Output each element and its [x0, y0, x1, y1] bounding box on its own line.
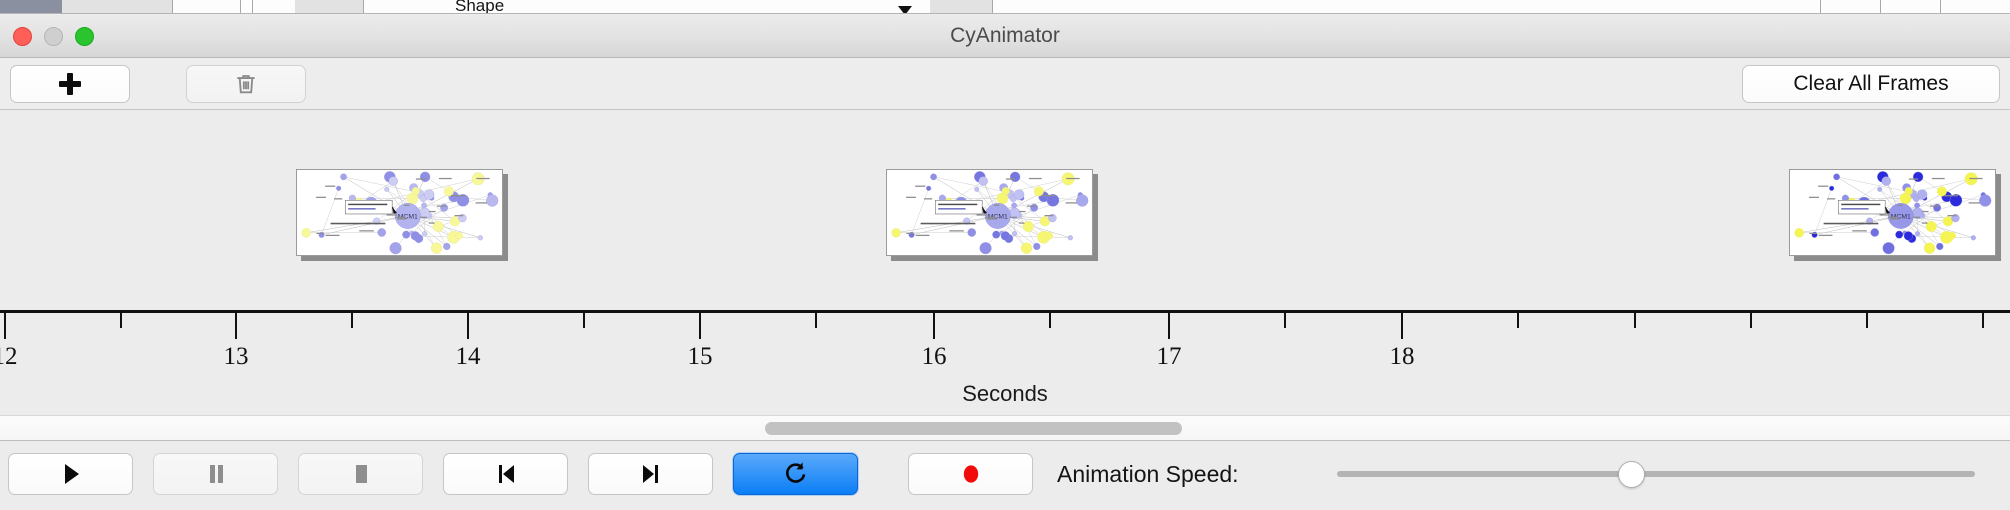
background-window-divider	[240, 0, 241, 13]
hub-node-label: MCM1	[398, 213, 418, 220]
ruler-tick-label: 17	[1156, 343, 1182, 370]
hub-node-label: MCM1	[988, 213, 1008, 220]
playback-controls: Animation Speed:	[0, 442, 2010, 510]
ruler-tick-minor	[1517, 313, 1519, 328]
ruler-tick-minor	[583, 313, 585, 328]
background-window-sidebar	[0, 0, 62, 13]
background-window-caret-icon	[898, 6, 912, 13]
ruler-tick-label: 12	[0, 343, 18, 370]
ruler-tick-minor	[1750, 313, 1752, 328]
ruler-tick-major	[699, 313, 701, 339]
loop-button[interactable]	[733, 453, 858, 495]
ruler-tick-label: 14	[455, 343, 481, 370]
loop-icon	[785, 462, 805, 483]
play-button[interactable]	[8, 453, 133, 495]
background-window-divider	[992, 0, 993, 13]
ruler-tick-major	[1401, 313, 1403, 339]
timeline-frame[interactable]: MCM1	[296, 169, 508, 261]
animation-speed-slider-track	[1337, 471, 1975, 477]
add-frame-button[interactable]	[10, 65, 130, 103]
frame-thumbnail[interactable]: MCM1	[1789, 169, 1996, 256]
traffic-lights	[13, 27, 94, 46]
ruler-tick-minor	[1634, 313, 1636, 328]
background-window-divider	[1820, 0, 1821, 13]
animation-speed-label: Animation Speed:	[1057, 461, 1239, 487]
next-frame-button[interactable]	[588, 453, 713, 495]
hub-node-label: MCM1	[1891, 213, 1911, 220]
timeline-scrollbar[interactable]	[0, 415, 2010, 441]
background-window-strip: Shape	[0, 0, 2010, 14]
ruler-tick-major	[4, 313, 6, 339]
animation-speed-slider-knob[interactable]	[1618, 461, 1645, 488]
timeline-frame[interactable]: MCM1	[886, 169, 1098, 261]
record-button[interactable]	[908, 453, 1033, 495]
ruler-tick-major	[933, 313, 935, 339]
ruler-tick-major	[1168, 313, 1170, 339]
ruler-tick-major	[235, 313, 237, 339]
background-window-divider	[172, 0, 173, 13]
network-graph-render: MCM1	[891, 171, 1089, 255]
timeline-ruler: 12 13 14 15 16 17 18 Seconds	[0, 313, 2010, 415]
timeline-axis-line	[0, 310, 2010, 313]
clear-all-frames-label: Clear All Frames	[1793, 72, 1949, 95]
ruler-tick-minor	[1049, 313, 1051, 328]
ruler-tick-minor	[815, 313, 817, 328]
background-window-cell	[295, 0, 363, 13]
ruler-tick-label: 16	[921, 343, 947, 370]
toolbar: Clear All Frames	[0, 58, 2010, 110]
axis-title: Seconds	[962, 381, 1048, 406]
background-window-cell	[930, 0, 992, 13]
stop-button[interactable]	[298, 453, 423, 495]
title-bar: CyAnimator	[0, 14, 2010, 58]
close-button[interactable]	[13, 27, 32, 46]
play-icon	[64, 464, 79, 484]
ruler-tick-minor	[1866, 313, 1868, 328]
timeline-scrollbar-thumb[interactable]	[765, 422, 1182, 435]
background-window-divider	[1880, 0, 1881, 13]
frame-thumbnail[interactable]: MCM1	[296, 169, 503, 256]
ruler-tick-minor	[120, 313, 122, 328]
ruler-tick-label: 15	[687, 343, 713, 370]
ruler-tick-label: 13	[223, 343, 249, 370]
ruler-tick-label: 18	[1389, 343, 1415, 370]
background-window-cell	[62, 0, 172, 13]
trash-icon	[237, 75, 255, 94]
stop-icon	[355, 465, 367, 483]
background-window-divider	[363, 0, 364, 13]
delete-frame-button[interactable]	[186, 65, 306, 103]
record-icon	[963, 465, 978, 483]
network-graph-render: MCM1	[1794, 171, 1992, 255]
background-window-divider	[1940, 0, 1941, 13]
timeline-frame[interactable]: MCM1	[1789, 169, 2001, 261]
pause-button[interactable]	[153, 453, 278, 495]
skip-next-icon	[642, 465, 658, 483]
animation-speed-slider[interactable]	[1337, 453, 1975, 495]
pause-icon	[209, 465, 223, 483]
ruler-tick-minor	[351, 313, 353, 328]
background-window-shape-label: Shape	[455, 0, 505, 14]
prev-frame-button[interactable]	[443, 453, 568, 495]
network-graph-render: MCM1	[301, 171, 499, 255]
ruler-tick-minor	[1982, 313, 1984, 328]
minimize-button[interactable]	[44, 27, 63, 46]
frame-thumbnail[interactable]: MCM1	[886, 169, 1093, 256]
skip-previous-icon	[498, 465, 514, 483]
ruler-tick-major	[467, 313, 469, 339]
background-window-divider	[252, 0, 253, 13]
plus-icon	[58, 72, 82, 96]
timeline-panel[interactable]: MCM1 MCM1 MCM1 12 13 14 15 16 17 18 Seconds	[0, 111, 2010, 415]
ruler-tick-minor	[1284, 313, 1286, 328]
window-title: CyAnimator	[950, 24, 1060, 47]
clear-all-frames-button[interactable]: Clear All Frames	[1742, 65, 2000, 103]
maximize-button[interactable]	[75, 27, 94, 46]
